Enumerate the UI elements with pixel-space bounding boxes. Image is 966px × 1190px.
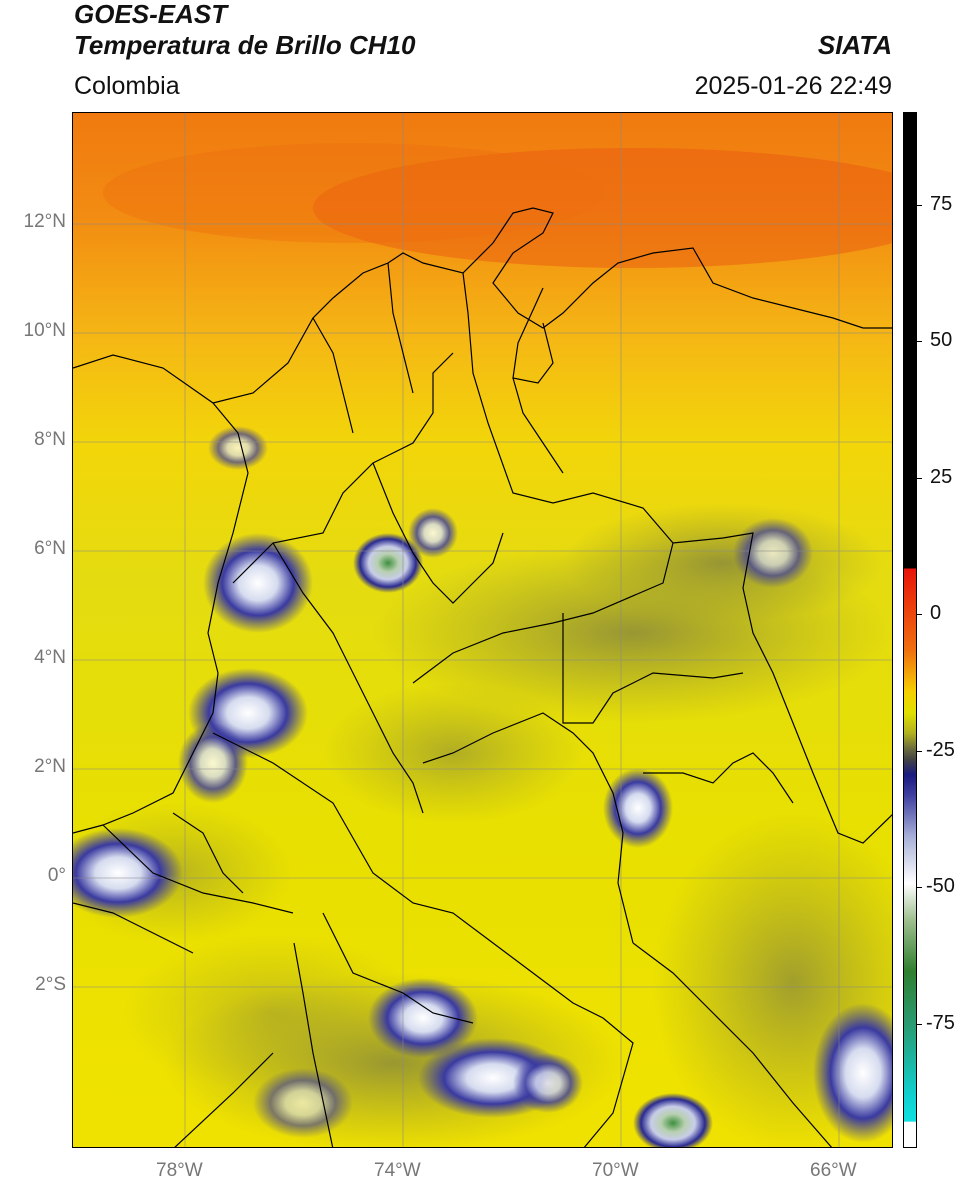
brand-label: SIATA bbox=[817, 30, 892, 60]
colorbar-tick-m25 bbox=[917, 751, 922, 752]
lat-label-0: 0° bbox=[47, 865, 66, 886]
colorbar-tick-0 bbox=[917, 614, 922, 615]
colorbar bbox=[903, 112, 917, 1148]
lat-label-2s: 2°S bbox=[35, 974, 66, 995]
colorbar-tick-50 bbox=[917, 341, 922, 342]
graticule bbox=[73, 113, 892, 1147]
lat-label-8n: 8°N bbox=[34, 429, 66, 450]
lon-label-70w: 70°W bbox=[592, 1160, 639, 1181]
borders bbox=[73, 207, 892, 1147]
colorbar-tick-25 bbox=[917, 478, 922, 479]
colorbar-label-25: 25 bbox=[930, 466, 953, 488]
satellite-map[interactable] bbox=[72, 112, 893, 1148]
colorbar-tick-m50 bbox=[917, 887, 922, 888]
timestamp-label: 2025-01-26 22:49 bbox=[694, 72, 892, 100]
title-line-1: GOES-EAST bbox=[74, 0, 228, 29]
region-label: Colombia bbox=[74, 72, 180, 100]
lon-label-66w: 66°W bbox=[810, 1160, 857, 1181]
colorbar-label-0: 0 bbox=[930, 602, 942, 624]
lat-label-12n: 12°N bbox=[23, 211, 66, 232]
colorbar-label-m25: -25 bbox=[926, 739, 955, 761]
colorbar-tick-75 bbox=[917, 205, 922, 206]
colorbar-tick-m75 bbox=[917, 1024, 922, 1025]
lat-label-4n: 4°N bbox=[34, 647, 66, 668]
colorbar-label-m75: -75 bbox=[926, 1012, 955, 1034]
lat-label-2n: 2°N bbox=[34, 756, 66, 777]
title-line-2: Temperatura de Brillo CH10 bbox=[74, 30, 416, 60]
colorbar-label-m50: -50 bbox=[926, 875, 955, 897]
lat-label-10n: 10°N bbox=[23, 320, 66, 341]
lon-label-78w: 78°W bbox=[156, 1160, 203, 1181]
map-canvas bbox=[73, 113, 892, 1147]
colorbar-label-75: 75 bbox=[930, 193, 953, 215]
lon-label-74w: 74°W bbox=[374, 1160, 421, 1181]
lat-label-6n: 6°N bbox=[34, 538, 66, 559]
colorbar-label-50: 50 bbox=[930, 329, 953, 351]
